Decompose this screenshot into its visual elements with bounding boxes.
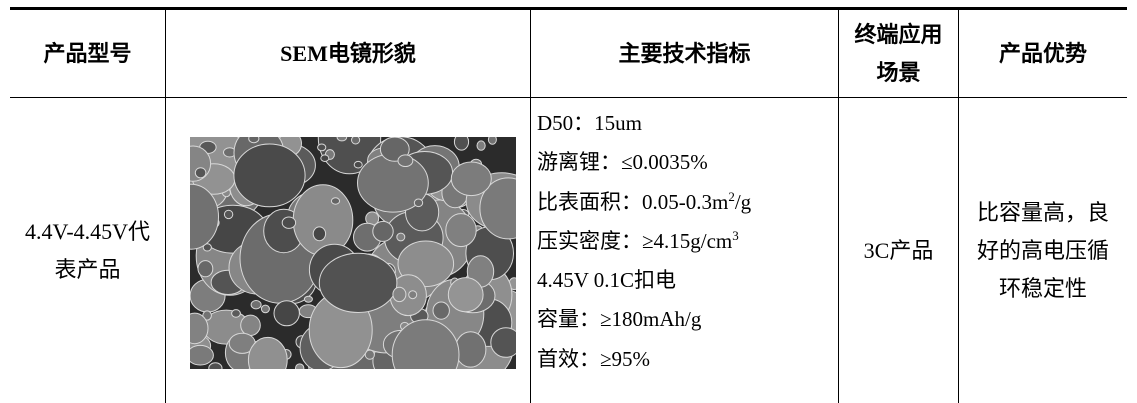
sem-particle — [413, 198, 424, 208]
spec-superscript: 2 — [728, 188, 735, 204]
top-rule — [10, 7, 1127, 10]
sem-particle — [330, 197, 341, 205]
advantage: 比容量高，良好的高电压循环稳定性 — [976, 199, 1109, 301]
product-model: 4.4V-4.45V代表产品 — [24, 218, 151, 282]
sem-particle — [490, 327, 516, 358]
sem-particle — [292, 184, 354, 257]
sem-particle — [281, 216, 297, 229]
col-rule — [165, 10, 166, 403]
sem-particle — [190, 183, 219, 250]
spec-line: 容量：≥180mAh/g — [537, 307, 702, 332]
sem-particle — [202, 243, 212, 252]
sem-particle — [364, 349, 375, 360]
sem-particle — [240, 314, 261, 337]
spec-text: 压实密度：≥4.15g/cm — [537, 228, 733, 253]
sem-particle — [231, 309, 241, 318]
spec-line: D50：15um — [537, 111, 642, 135]
sem-particle — [432, 301, 450, 320]
sem-particle — [392, 286, 407, 303]
sem-particle — [223, 209, 234, 220]
sem-particle — [197, 260, 214, 278]
spec-line: 比表面积：0.05-0.3m2/g — [537, 183, 751, 222]
spec-list: D50：15um 游离锂：≤0.0035% 比表面积：0.05-0.3m2/g 压实密… — [537, 104, 751, 379]
sem-particle — [447, 277, 484, 313]
sem-particle — [317, 143, 327, 152]
sem-particle — [450, 161, 492, 197]
spec-line: 首效：≥95% — [537, 346, 651, 371]
sem-particle — [372, 220, 394, 242]
col-rule — [530, 10, 531, 403]
sem-particle — [391, 319, 460, 369]
sem-particle — [295, 363, 305, 369]
sem-particle — [476, 140, 486, 151]
header-cell: 主要技术指标 — [618, 40, 751, 66]
spec-line: 4.45V 0.1C扣电 — [537, 268, 677, 293]
header-cell: 终端应用场景 — [854, 21, 943, 85]
application: 3C产品 — [863, 237, 934, 263]
header-rule — [10, 97, 1127, 98]
spec-line: 游离锂：≤0.0035% — [537, 150, 708, 175]
sem-particle — [250, 300, 262, 310]
sem-particle — [479, 177, 516, 240]
sem-particle — [353, 160, 363, 169]
sem-particle — [318, 252, 398, 313]
sem-particle — [397, 154, 414, 168]
col-rule — [838, 10, 839, 403]
sem-particle — [248, 137, 260, 144]
sem-particle — [336, 137, 348, 142]
sem-particle — [233, 143, 306, 208]
spec-unit: /g — [734, 189, 752, 214]
sem-particle — [487, 137, 497, 145]
sem-image — [190, 137, 516, 369]
sem-particle — [396, 232, 406, 242]
col-rule — [958, 10, 959, 403]
sem-particle — [320, 154, 330, 163]
spec-superscript: 3 — [732, 227, 739, 243]
sem-particle — [273, 300, 300, 327]
header-cell: SEM电镜形貌 — [280, 40, 416, 66]
spec-line: 压实密度：≥4.15g/cm3 — [537, 222, 751, 261]
sem-particle — [312, 226, 327, 242]
sem-particle — [247, 336, 288, 369]
sem-particle — [208, 362, 223, 369]
sem-particle — [445, 213, 477, 248]
sem-particle — [454, 331, 487, 368]
sem-particle — [202, 310, 212, 321]
sem-particle — [408, 290, 418, 300]
sem-particle — [453, 137, 470, 151]
sem-particle — [351, 137, 361, 145]
sem-particle — [190, 344, 214, 366]
sem-particle — [194, 167, 207, 179]
header-cell: 产品优势 — [998, 40, 1087, 66]
sem-particle — [260, 304, 270, 314]
sem-particle — [303, 295, 313, 303]
header-cell: 产品型号 — [43, 40, 132, 66]
spec-text: 比表面积：0.05-0.3m — [537, 189, 729, 214]
sem-particle — [190, 312, 209, 345]
